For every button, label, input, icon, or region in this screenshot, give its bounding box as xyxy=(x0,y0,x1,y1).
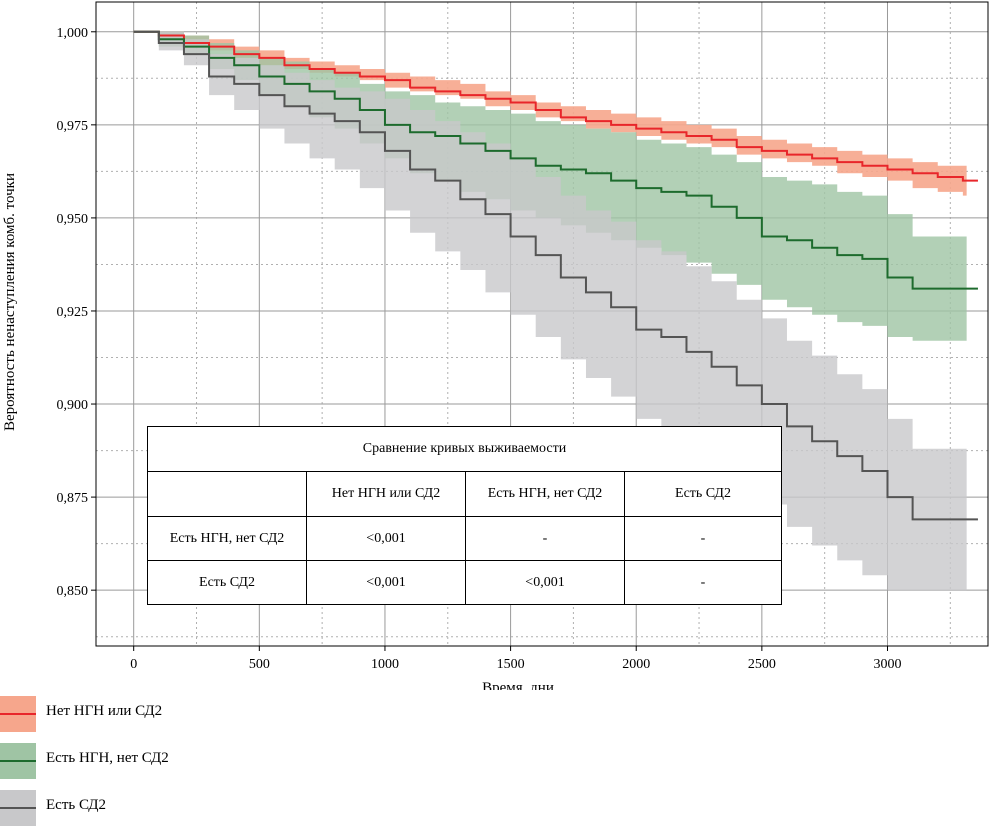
table-header-cell xyxy=(147,471,307,517)
survival-curve-1 xyxy=(133,30,978,290)
table-cell: Есть СД2 xyxy=(147,560,307,605)
table-title: Сравнение кривых выживаемости xyxy=(147,426,782,472)
survival-curves xyxy=(133,30,978,521)
y-axis-title: Вероятность ненаступления комб. точки xyxy=(2,173,18,431)
legend-label: Есть СД2 xyxy=(46,797,106,813)
table-row: Есть СД2 <0,001 <0,001 - xyxy=(147,560,782,605)
legend-item: Есть НГН, нет СД2 xyxy=(0,739,400,786)
legend-swatch-1 xyxy=(0,743,36,779)
legend-label: Есть НГН, нет СД2 xyxy=(46,750,169,766)
axis-ticks: 0 500 1000 1500 2000 2500 3000 0,850 0,875 0,900 0… xyxy=(57,26,902,672)
x-tick-label: 2500 xyxy=(748,657,776,672)
legend-item: Нет НГН или СД2 xyxy=(0,692,400,739)
legend-swatch-0 xyxy=(0,696,36,732)
x-tick-label: 0 xyxy=(130,657,137,672)
y-tick-label: 0,875 xyxy=(57,491,89,506)
table-cell: - xyxy=(465,516,625,561)
x-tick-label: 3000 xyxy=(873,657,901,672)
table-cell: <0,001 xyxy=(465,560,625,605)
table-header-cell: Нет НГН или СД2 xyxy=(306,471,466,517)
table-header-cell: Есть СД2 xyxy=(624,471,782,517)
table-cell: <0,001 xyxy=(306,516,466,561)
table-cell: Есть НГН, нет СД2 xyxy=(147,516,307,561)
y-tick-label: 0,900 xyxy=(57,398,89,413)
table-title-row: Сравнение кривых выживаемости xyxy=(147,426,782,472)
survival-curve-2 xyxy=(133,30,978,521)
y-tick-label: 0,975 xyxy=(57,119,89,134)
x-tick-label: 2000 xyxy=(622,657,650,672)
table-row: Есть НГН, нет СД2 <0,001 - - xyxy=(147,516,782,561)
survival-curve-0 xyxy=(133,30,978,182)
y-tick-label: 1,000 xyxy=(57,26,89,41)
legend: Нет НГН или СД2 Есть НГН, нет СД2 Есть С… xyxy=(0,692,400,833)
x-tick-label: 1500 xyxy=(497,657,525,672)
comparison-table: Сравнение кривых выживаемости Нет НГН ил… xyxy=(147,426,782,605)
legend-swatch-2 xyxy=(0,790,36,826)
table-header-cell: Есть НГН, нет СД2 xyxy=(465,471,625,517)
x-tick-label: 500 xyxy=(249,657,270,672)
table-cell: - xyxy=(624,560,782,605)
table-header-row: Нет НГН или СД2 Есть НГН, нет СД2 Есть С… xyxy=(147,471,782,517)
y-tick-label: 0,950 xyxy=(57,212,89,227)
y-tick-label: 0,925 xyxy=(57,305,89,320)
x-axis-title: Время, дни xyxy=(482,680,554,690)
y-tick-label: 0,850 xyxy=(57,584,89,599)
legend-label: Нет НГН или СД2 xyxy=(46,703,163,719)
plot-frame xyxy=(95,1,989,647)
table-cell: <0,001 xyxy=(306,560,466,605)
legend-item: Есть СД2 xyxy=(0,786,400,833)
table-cell: - xyxy=(624,516,782,561)
x-tick-label: 1000 xyxy=(371,657,399,672)
